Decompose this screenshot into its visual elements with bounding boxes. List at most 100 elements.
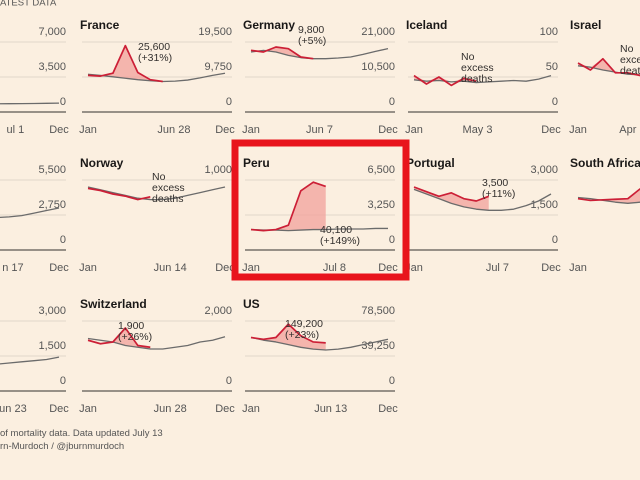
current-line (250, 181, 327, 232)
annotation: excess (620, 54, 640, 66)
current-line (413, 186, 490, 202)
y-tick-label: 9,750 (204, 61, 232, 73)
current-line (413, 74, 477, 87)
annotation: No (152, 171, 166, 183)
annotation: (+11%) (482, 188, 515, 200)
excess-area (88, 45, 163, 82)
y-tick-label: 100 (540, 26, 558, 38)
y-tick-label: 0 (552, 234, 558, 246)
y-tick-label: 0 (389, 375, 395, 387)
baseline-line (250, 336, 389, 351)
baseline-line (413, 188, 552, 211)
y-tick-label: 1,500 (530, 199, 558, 211)
y-tick-label: 3,500 (38, 61, 66, 73)
annotation: (+5%) (298, 35, 326, 47)
current-line (87, 327, 151, 349)
x-tick-label: Jul 7 (486, 262, 509, 274)
x-tick-label: Jun 13 (314, 403, 347, 415)
header: ATEST DATA (0, 0, 57, 9)
annotation: No (461, 51, 475, 63)
y-tick-label: 0 (60, 375, 66, 387)
x-tick-label: Jun 7 (306, 124, 333, 136)
annotation: excess (461, 62, 494, 74)
y-tick-label: 0 (226, 96, 232, 108)
y-tick-label: 2,000 (204, 305, 232, 317)
x-tick-label: Dec (49, 262, 69, 274)
y-tick-label: 3,000 (530, 164, 558, 176)
footer-line: of mortality data. Data updated July 13 (0, 428, 163, 439)
x-tick-label: Jan (569, 124, 587, 136)
annotation: 9,800 (298, 24, 324, 36)
x-tick-label: un 23 (0, 403, 27, 415)
x-tick-label: Dec (215, 124, 235, 136)
x-tick-label: May 3 (463, 124, 493, 136)
y-tick-label: 0 (389, 96, 395, 108)
y-tick-label: 0 (60, 234, 66, 246)
panel-title: Iceland (406, 18, 447, 32)
current-line (250, 323, 326, 344)
baseline-line (0, 356, 60, 365)
highlight-box (231, 139, 410, 281)
excess-area (414, 187, 489, 211)
panel-title: Norway (80, 156, 124, 170)
y-tick-label: 3,000 (38, 305, 66, 317)
baseline-line (250, 48, 389, 60)
x-tick-label: Dec (49, 124, 69, 136)
y-tick-label: 78,500 (361, 305, 395, 317)
current-line (577, 188, 640, 202)
x-tick-label: Dec (541, 262, 561, 274)
x-tick-label: Dec (378, 124, 398, 136)
y-tick-label: 0 (389, 234, 395, 246)
excess-area (251, 182, 326, 231)
x-tick-label: Jun 28 (157, 124, 190, 136)
x-tick-label: Jan (79, 124, 97, 136)
current-line (577, 57, 640, 77)
panel-title: Peru (243, 156, 270, 170)
x-tick-label: Dec (49, 403, 69, 415)
x-tick-label: Jan (79, 403, 97, 415)
x-tick-label: Dec (215, 403, 235, 415)
panel-title: Israel (570, 18, 601, 32)
panel-title: Germany (243, 18, 295, 32)
annotation: (+31%) (138, 52, 172, 64)
annotation: 1,900 (118, 320, 144, 332)
x-tick-label: Dec (378, 262, 398, 274)
annotation: (+149%) (320, 235, 360, 247)
baseline-line (0, 207, 60, 219)
y-tick-label: 2,750 (38, 199, 66, 211)
baseline-line (413, 74, 552, 84)
excess-area (88, 328, 151, 349)
current-line (87, 44, 163, 83)
panel-title: US (243, 297, 260, 311)
annotation: excess (152, 182, 185, 194)
x-tick-label: Jan (569, 262, 587, 274)
x-tick-label: Jul 8 (323, 262, 346, 274)
y-tick-label: 10,500 (361, 61, 395, 73)
y-tick-label: 6,500 (367, 164, 395, 176)
x-tick-label: Jun 14 (154, 262, 187, 274)
y-tick-label: 1,500 (38, 340, 66, 352)
baseline-line (577, 65, 640, 76)
y-tick-label: 0 (552, 96, 558, 108)
annotation: (+26%) (118, 331, 152, 343)
current-line (87, 187, 151, 201)
y-tick-label: 0 (60, 96, 66, 108)
y-tick-label: 5,500 (38, 164, 66, 176)
annotation: deaths (152, 193, 184, 205)
x-tick-label: n 17 (2, 262, 23, 274)
x-tick-label: Jan (242, 262, 260, 274)
y-tick-label: 3,250 (367, 199, 395, 211)
annotation: 25,600 (138, 41, 170, 53)
excess-area (251, 324, 326, 350)
annotation: 3,500 (482, 177, 508, 189)
y-tick-label: 21,000 (361, 26, 395, 38)
x-tick-label: Dec (541, 124, 561, 136)
panel-title: South Africa (570, 156, 640, 170)
x-tick-label: Jan (405, 262, 423, 274)
annotation: deaths (620, 65, 640, 77)
y-tick-label: 1,000 (204, 164, 232, 176)
footer-line: rn-Murdoch / @jburnmurdoch (0, 441, 124, 452)
annotation: (+23%) (285, 329, 319, 341)
